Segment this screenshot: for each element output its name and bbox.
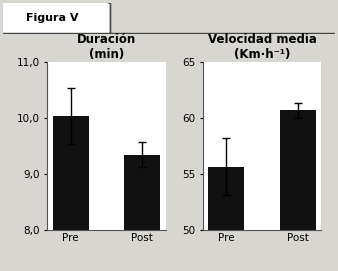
- FancyBboxPatch shape: [0, 2, 111, 35]
- Bar: [280, 111, 316, 271]
- Title: Velocidad media
(Km·h⁻¹): Velocidad media (Km·h⁻¹): [208, 33, 316, 61]
- Bar: [124, 155, 160, 271]
- Bar: [53, 115, 89, 271]
- Text: Figura V: Figura V: [26, 13, 79, 22]
- Title: Duración
(min): Duración (min): [77, 33, 136, 61]
- Bar: [208, 166, 244, 271]
